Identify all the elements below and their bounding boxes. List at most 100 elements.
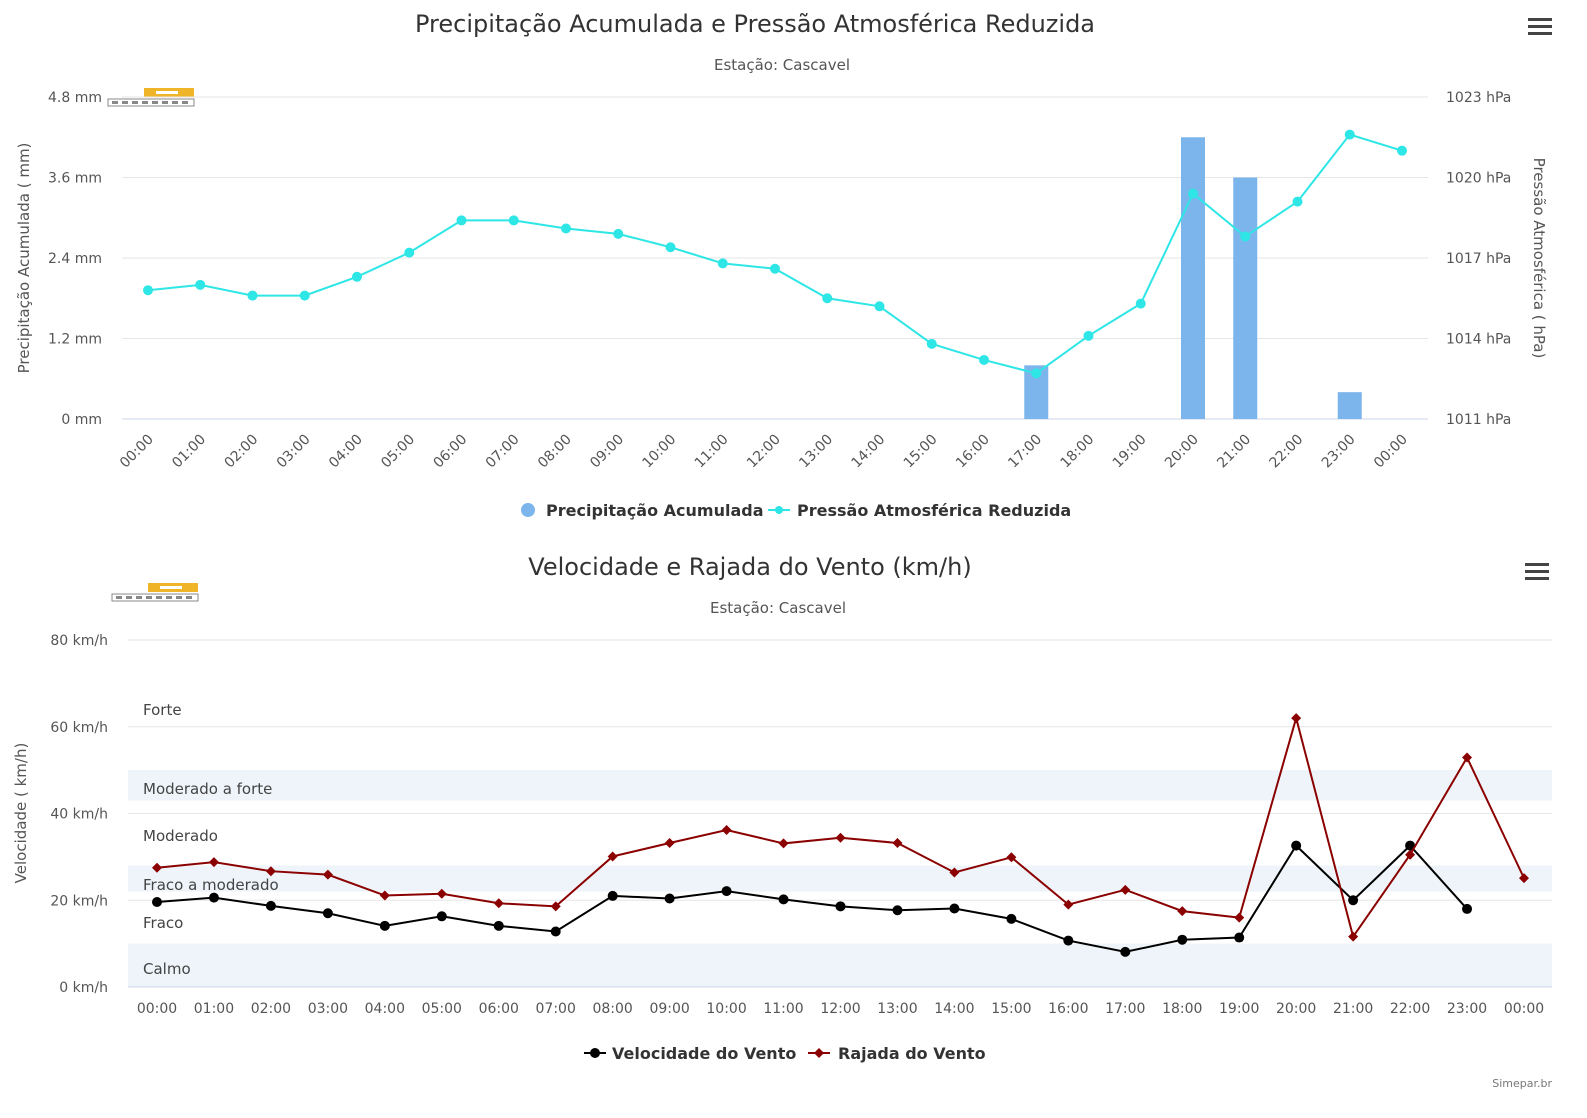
legend-label: Pressão Atmosférica Reduzida [797,501,1071,520]
wind-band-label: Fraco [143,914,183,932]
wind-gust-point [1063,899,1074,910]
grid-lines [128,639,1552,988]
y-tick-label: 40 km/h [50,807,108,823]
x-tick-label: 05:00 [378,432,418,472]
pressure-point [247,290,258,301]
wind-gust-point [1462,752,1473,763]
wind-speed-point [892,905,903,916]
precipitation-bar [1181,137,1205,419]
wind-speed-point [1234,932,1245,943]
chart-menu-icon[interactable] [1528,18,1552,35]
y-tick-label: 0 km/h [59,980,108,996]
wind-band-label: Fraco a moderado [143,876,279,894]
pressure-point [770,263,780,274]
legend-item-wind-gust[interactable]: Rajada do Vento [808,1044,986,1063]
legend-item-precipitation[interactable]: Precipitação Acumulada [521,501,764,520]
x-tick-label: 02:00 [251,1001,291,1017]
x-tick-label: 06:00 [430,432,470,472]
y-right-tick-label: 1014 hPa [1446,332,1511,348]
x-tick-label: 20:00 [1276,1001,1316,1017]
precipitation-bars [1024,137,1362,419]
wind-lines [152,713,1529,957]
wind-speed-line [156,844,1468,953]
chart-title: Precipitação Acumulada e Pressão Atmosfé… [415,10,1095,38]
pressure-point [508,215,519,226]
wind-speed-point [493,920,504,931]
x-tick-label: 13:00 [796,432,836,472]
y-right-tick-label: 1017 hPa [1446,251,1511,267]
legend-marker [775,506,783,514]
wind-band-shade [128,943,1552,987]
legend-item-wind-speed[interactable]: Velocidade do Vento [584,1044,796,1063]
pressure-line [143,129,1407,379]
wind-speed-point [550,926,561,937]
wind-speed-point [1462,903,1473,914]
grid-lines [122,96,1428,420]
x-tick-label: 01:00 [169,432,209,472]
pressure-point [613,228,624,239]
wind-speed-point [1405,840,1416,851]
pressure-point [926,338,937,349]
x-tick-label: 18:00 [1057,432,1097,472]
x-tick-label: 20:00 [1162,432,1202,472]
x-tick-label: 09:00 [649,1001,689,1017]
wind-gust-point [1348,931,1359,942]
x-tick-label: 06:00 [479,1001,519,1017]
pressure-point [1083,330,1094,341]
x-tick-label: 23:00 [1319,432,1359,472]
wind-speed-point [1348,895,1359,906]
pressure-point [352,271,362,282]
x-tick-label: 13:00 [877,1001,917,1017]
x-tick-label: 14:00 [934,1001,974,1017]
x-tick-label: 11:00 [763,1001,803,1017]
legend-label: Rajada do Vento [838,1044,986,1063]
legend-item-pressure[interactable]: Pressão Atmosférica Reduzida [768,501,1071,520]
wind-gust-point [778,838,789,849]
x-tick-label: 17:00 [1005,432,1045,472]
wind-gust-point [607,851,618,862]
pressure-point [874,301,885,312]
y-tick-label: 20 km/h [50,893,108,909]
wind-gust-point [152,862,162,873]
credits-link[interactable]: Simepar.br [1492,1077,1552,1090]
pressure-point [404,247,415,258]
wind-speed-point [1177,934,1188,945]
x-tick-label: 16:00 [1048,1001,1088,1017]
x-tick-label: 04:00 [326,432,366,472]
wind-gust-point [949,867,960,878]
x-axis: 00:00 01:00 02:00 03:00 04:00 05:00 06:00 07:00… [137,1001,1544,1017]
wind-speed-point [436,911,447,922]
x-tick-label: 02:00 [221,432,261,472]
y-tick-label: 80 km/h [50,633,108,649]
precipitation-bar [1233,177,1258,419]
wind-gust-point [1405,849,1416,860]
pressure-point [1031,368,1042,379]
pressure-point [143,285,153,296]
wind-speed-point [778,894,789,905]
wind-band-label: Calmo [143,960,191,978]
y-axis-left: 0 km/h 20 km/h 40 km/h 60 km/h 80 km/h [50,633,108,996]
chart-subtitle: Estação: Cascavel [714,56,850,74]
x-tick-label: 00:00 [137,1001,177,1017]
pressure-point [1240,231,1251,242]
x-tick-label: 21:00 [1214,432,1254,472]
wind-bands [128,770,1552,987]
wind-gust-point [1234,912,1245,923]
wind-band-label: Moderado a forte [143,780,272,798]
legend-label: Velocidade do Vento [612,1044,796,1063]
x-axis: 00:00 01:00 02:00 03:00 04:00 05:00 06:00 07:00… [117,432,1411,472]
wind-speed-point [1006,913,1017,924]
x-tick-label: 16:00 [953,432,993,472]
pressure-point [1188,188,1198,199]
y-axis-left-title: Velocidade ( km/h) [12,743,30,884]
y-tick-label: 2.4 mm [48,251,102,267]
x-tick-label: 15:00 [991,1001,1031,1017]
pressure-point [717,258,728,269]
pressure-point [822,293,833,304]
x-tick-label: 03:00 [274,432,314,472]
wind-band-labels: Calmo Fraco Fraco a moderado Moderado Modera… [143,701,279,978]
x-tick-label: 00:00 [1504,1001,1544,1017]
wind-speed-point [1291,840,1302,851]
chart-menu-icon[interactable] [1525,563,1549,580]
x-tick-label: 23:00 [1447,1001,1487,1017]
